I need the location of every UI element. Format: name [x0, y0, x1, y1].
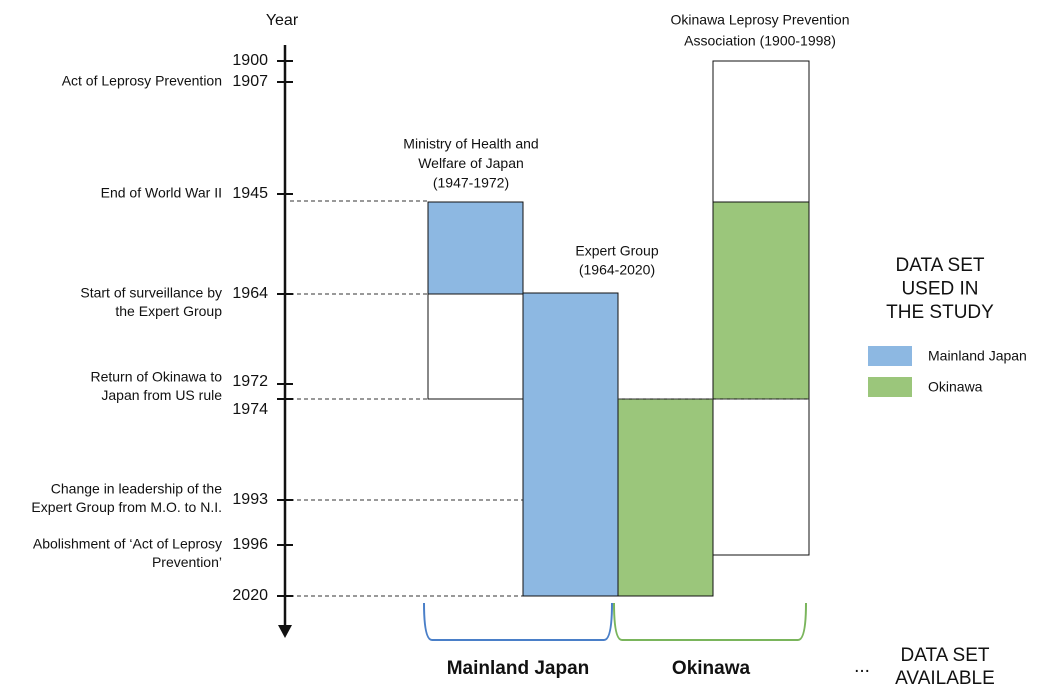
- legend-swatch: [868, 377, 912, 397]
- year-label: 2020: [232, 587, 268, 604]
- expert-box: [522, 292, 619, 597]
- event-label: Japan from US rule: [101, 387, 222, 403]
- box-label: Association (1900-1998): [684, 33, 836, 49]
- available-label: DATA SET: [900, 645, 989, 666]
- legend-swatch: [868, 346, 912, 366]
- brace: [423, 602, 613, 641]
- box-label: Expert Group: [575, 243, 658, 259]
- legend-title: DATA SET: [895, 255, 984, 276]
- year-label: 1907: [232, 73, 268, 90]
- okinawa-expert-box: [617, 398, 714, 597]
- year-label: 1993: [232, 491, 268, 508]
- axis-label: Year: [266, 12, 299, 29]
- event-label: Expert Group from M.O. to N.I.: [31, 499, 222, 515]
- legend-label: Okinawa: [928, 379, 983, 395]
- box-label: Okinawa Leprosy Prevention: [671, 12, 850, 28]
- year-label: 1945: [232, 185, 268, 202]
- event-label: Return of Okinawa to: [90, 369, 222, 385]
- year-label: 1900: [232, 52, 268, 69]
- group-label: Okinawa: [672, 658, 751, 679]
- available-label: AVAILABLE: [895, 668, 995, 687]
- association-used: [712, 201, 810, 400]
- year-label: 1996: [232, 536, 268, 553]
- year-label: 1972: [232, 373, 268, 390]
- event-label: Act of Leprosy Prevention: [62, 73, 222, 89]
- year-label: 1974: [232, 401, 268, 418]
- brace: [613, 602, 807, 641]
- legend-title: USED IN: [901, 279, 978, 300]
- event-label: Abolishment of ‘Act of Leprosy: [33, 536, 222, 552]
- box-label: Welfare of Japan: [418, 155, 524, 171]
- event-label: Prevention’: [152, 554, 222, 570]
- event-label: Start of surveillance by: [80, 285, 222, 301]
- group-label: Mainland Japan: [447, 658, 590, 679]
- axis-arrow: [278, 625, 292, 638]
- box-label: (1964-2020): [579, 262, 655, 278]
- event-label: Change in leadership of the: [51, 481, 222, 497]
- event-label: the Expert Group: [115, 303, 222, 319]
- event-label: End of World War II: [101, 185, 222, 201]
- ellipsis: ...: [854, 656, 870, 677]
- ministry-used: [427, 201, 524, 295]
- legend-title: THE STUDY: [886, 302, 994, 323]
- year-label: 1964: [232, 285, 268, 302]
- box-label: (1947-1972): [433, 175, 509, 191]
- legend-label: Mainland Japan: [928, 348, 1027, 364]
- box-label: Ministry of Health and: [403, 136, 538, 152]
